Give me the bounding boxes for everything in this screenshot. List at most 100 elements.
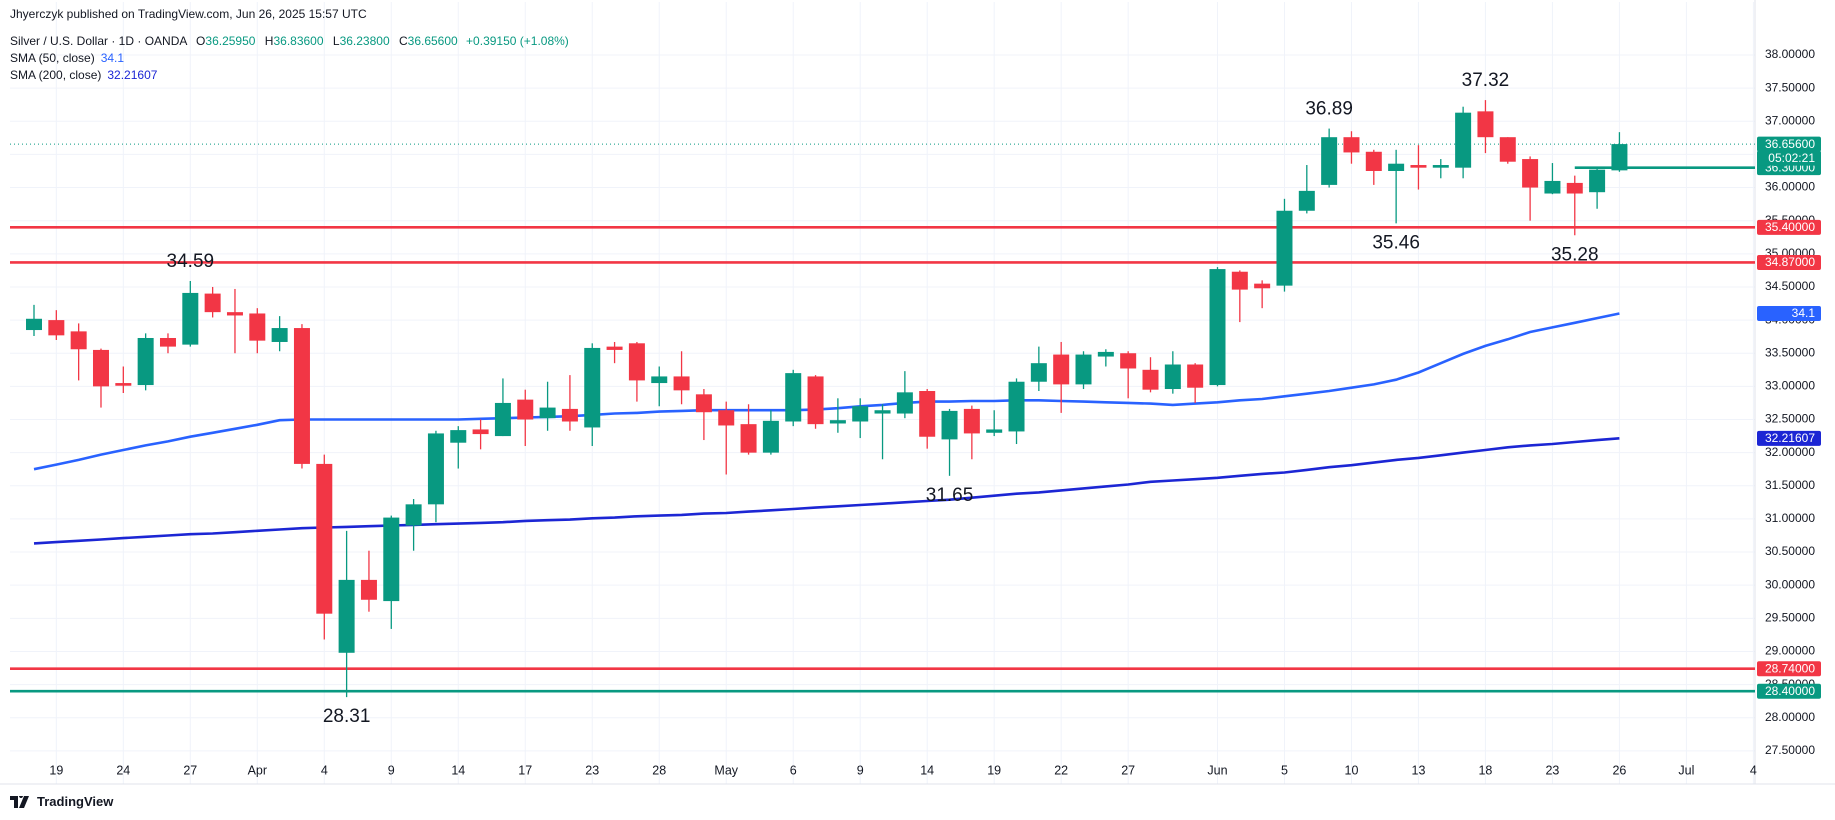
symbol-legend: Silver / U.S. Dollar · 1D · OANDA O36.25… [10,34,569,48]
x-tick-label: 10 [1345,763,1359,777]
x-tick-label: 18 [1478,763,1492,777]
x-tick-label: 5 [1281,763,1288,777]
candle-body [383,517,400,602]
candle-body [1432,165,1449,168]
candle-body [1231,271,1248,290]
y-tick-label: 31.50000 [1765,478,1815,492]
candle-body [1030,363,1047,382]
candle-body [695,394,712,413]
level-label: 28.74000 [1765,661,1815,675]
ohlc-value: 36.83600 [273,34,324,48]
candle-body [1120,353,1137,369]
x-tick-label: 4 [1750,763,1757,777]
level-label: 28.40000 [1765,684,1815,698]
y-tick-label: 27.50000 [1765,743,1815,757]
x-tick-label: 9 [857,763,864,777]
y-tick-label: 28.00000 [1765,710,1815,724]
price-annotation: 35.28 [1551,244,1599,265]
y-tick-label: 37.50000 [1765,80,1815,94]
candle-body [785,373,802,422]
x-tick-label: 27 [183,763,197,777]
price-annotation: 35.46 [1372,232,1420,253]
countdown-label: 05:02:21 [1768,151,1815,165]
candle-body [70,331,87,350]
candle-body [494,402,511,437]
x-tick-label: 14 [451,763,465,777]
x-tick-label: 19 [49,763,63,777]
candle-body [1142,369,1159,390]
last-price-box [1757,136,1821,152]
candle-body [1321,137,1338,185]
sma-box [1757,430,1821,446]
candle-body [1075,354,1092,385]
level-label: 34.87000 [1765,255,1815,269]
x-tick-label: 13 [1412,763,1426,777]
symbol: Silver / U.S. Dollar · 1D · OANDA [10,34,187,48]
candle-body [919,391,936,437]
candle-body [159,337,176,347]
candle-body [338,579,355,653]
ohlc-key: O [196,34,206,48]
candle-body [829,420,846,424]
candle-body [48,320,65,336]
candle-body [606,346,623,350]
x-tick-label: Jul [1678,763,1694,777]
candle-body [115,383,132,386]
candle-body [1455,112,1472,168]
candle-body [316,463,333,614]
candle-body [1365,151,1382,171]
ohlc-key: L [332,34,340,48]
sma-label: 32.21607 [1765,431,1815,445]
candle-body [1589,169,1606,193]
candle-body [293,328,310,464]
candle-body [963,408,980,434]
candle-body [1187,364,1204,388]
legend-value: 34.1 [100,51,125,65]
candle-body [182,292,199,345]
candle-body [651,376,668,384]
price-annotation: 34.59 [167,251,215,272]
sma-box [1757,305,1821,321]
candle-body [271,328,288,342]
ohlc-value: 36.65600 [407,34,458,48]
candle-body [1388,163,1405,171]
candle-body [1209,269,1226,386]
brand: TradingView [37,794,114,809]
candle-body [1053,354,1070,385]
legend-sma200: SMA (200, close) 32.21607 [10,68,157,82]
candle-body [26,318,42,331]
price-annotation: 36.89 [1305,99,1353,120]
candle-body [1566,182,1583,194]
candle-body [628,343,645,381]
candle-body [584,347,601,428]
y-tick-label: 29.00000 [1765,644,1815,658]
publisher: Jhyerczyk published on TradingView.com, … [10,7,367,21]
candle-body [92,349,109,387]
candle-body [896,392,913,414]
candle-body [517,399,534,420]
x-tick-label: 23 [585,763,599,777]
candle-body [1477,111,1494,138]
y-tick-label: 31.00000 [1765,511,1815,525]
price-annotation: 37.32 [1462,70,1510,91]
x-tick-label: 28 [652,763,666,777]
candle-body [718,410,735,426]
candle-body [874,410,891,414]
candle-body [941,410,958,440]
level-box [1757,683,1821,699]
candle-body [740,424,757,453]
level-box [1757,219,1821,235]
x-tick-label: 14 [920,763,934,777]
x-tick-label: 26 [1612,763,1626,777]
candle-body [561,408,578,422]
y-tick-label: 30.00000 [1765,577,1815,591]
candle-body [137,337,154,386]
x-tick-label: 23 [1545,763,1559,777]
candle-body [1008,381,1025,432]
candle-body [539,407,556,419]
y-tick-label: 37.00000 [1765,113,1815,127]
candle-body [472,429,489,435]
legend-value: 32.21607 [107,68,158,82]
